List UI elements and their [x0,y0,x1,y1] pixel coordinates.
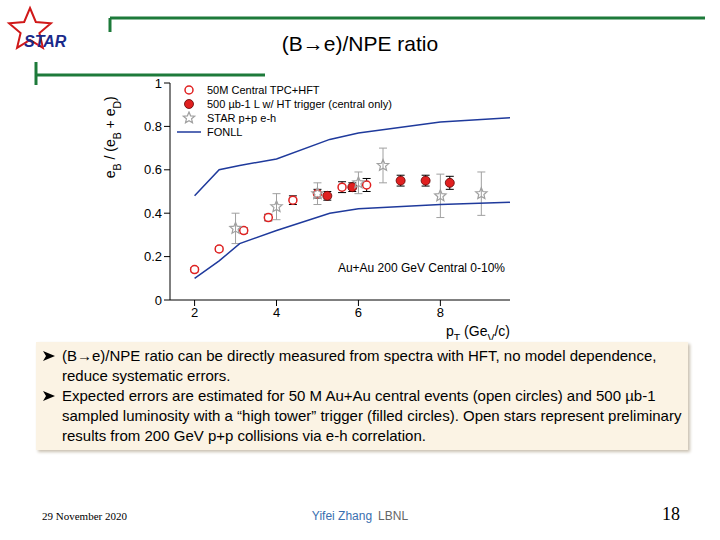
svg-text:0.2: 0.2 [144,249,162,264]
html-text:18: 18 [662,504,680,524]
html-text:Au+Au 200 GeV Central 0-10%: Au+Au 200 GeV Central 0-10% [337,261,505,275]
svg-text:2: 2 [191,305,198,320]
html-text:500 µb-1 L w/ HT trigger (cent: 500 µb-1 L w/ HT trigger (central only) [207,98,392,110]
html-text:STAR p+p e-h: STAR p+p e-h [207,112,277,124]
html-text:FONLL: FONLL [207,126,243,138]
html-text:LBNL: LBNL [378,509,409,523]
svg-text:pT (GeV/c): pT (GeV/c) [446,323,510,340]
html-text:29 November 2020: 29 November 2020 [42,510,127,522]
html-text:Yifei Zhang: Yifei Zhang [311,509,373,523]
svg-text:0.4: 0.4 [144,206,162,221]
svg-text:STAR: STAR [24,33,67,50]
svg-text:0.8: 0.8 [144,119,162,134]
svg-text:eB / (eB + eD): eB / (eB + eD) [102,96,123,178]
svg-text:4: 4 [273,305,280,320]
html-text:(B→e)/NPE ratio can be directl: (B→e)/NPE ratio can be directly measured… [62,347,657,384]
html-text:50M Central TPC+HFT: 50M Central TPC+HFT [207,84,320,96]
svg-text:6: 6 [355,305,362,320]
html-text:(B→e)/NPE ratio: (B→e)/NPE ratio [281,32,439,55]
html-text:Expected errors are estimated: Expected errors are estimated for 50 M A… [62,387,682,444]
svg-text:0: 0 [155,293,162,308]
svg-text:8: 8 [437,305,444,320]
svg-text:0.6: 0.6 [144,162,162,177]
svg-text:1: 1 [155,76,162,91]
